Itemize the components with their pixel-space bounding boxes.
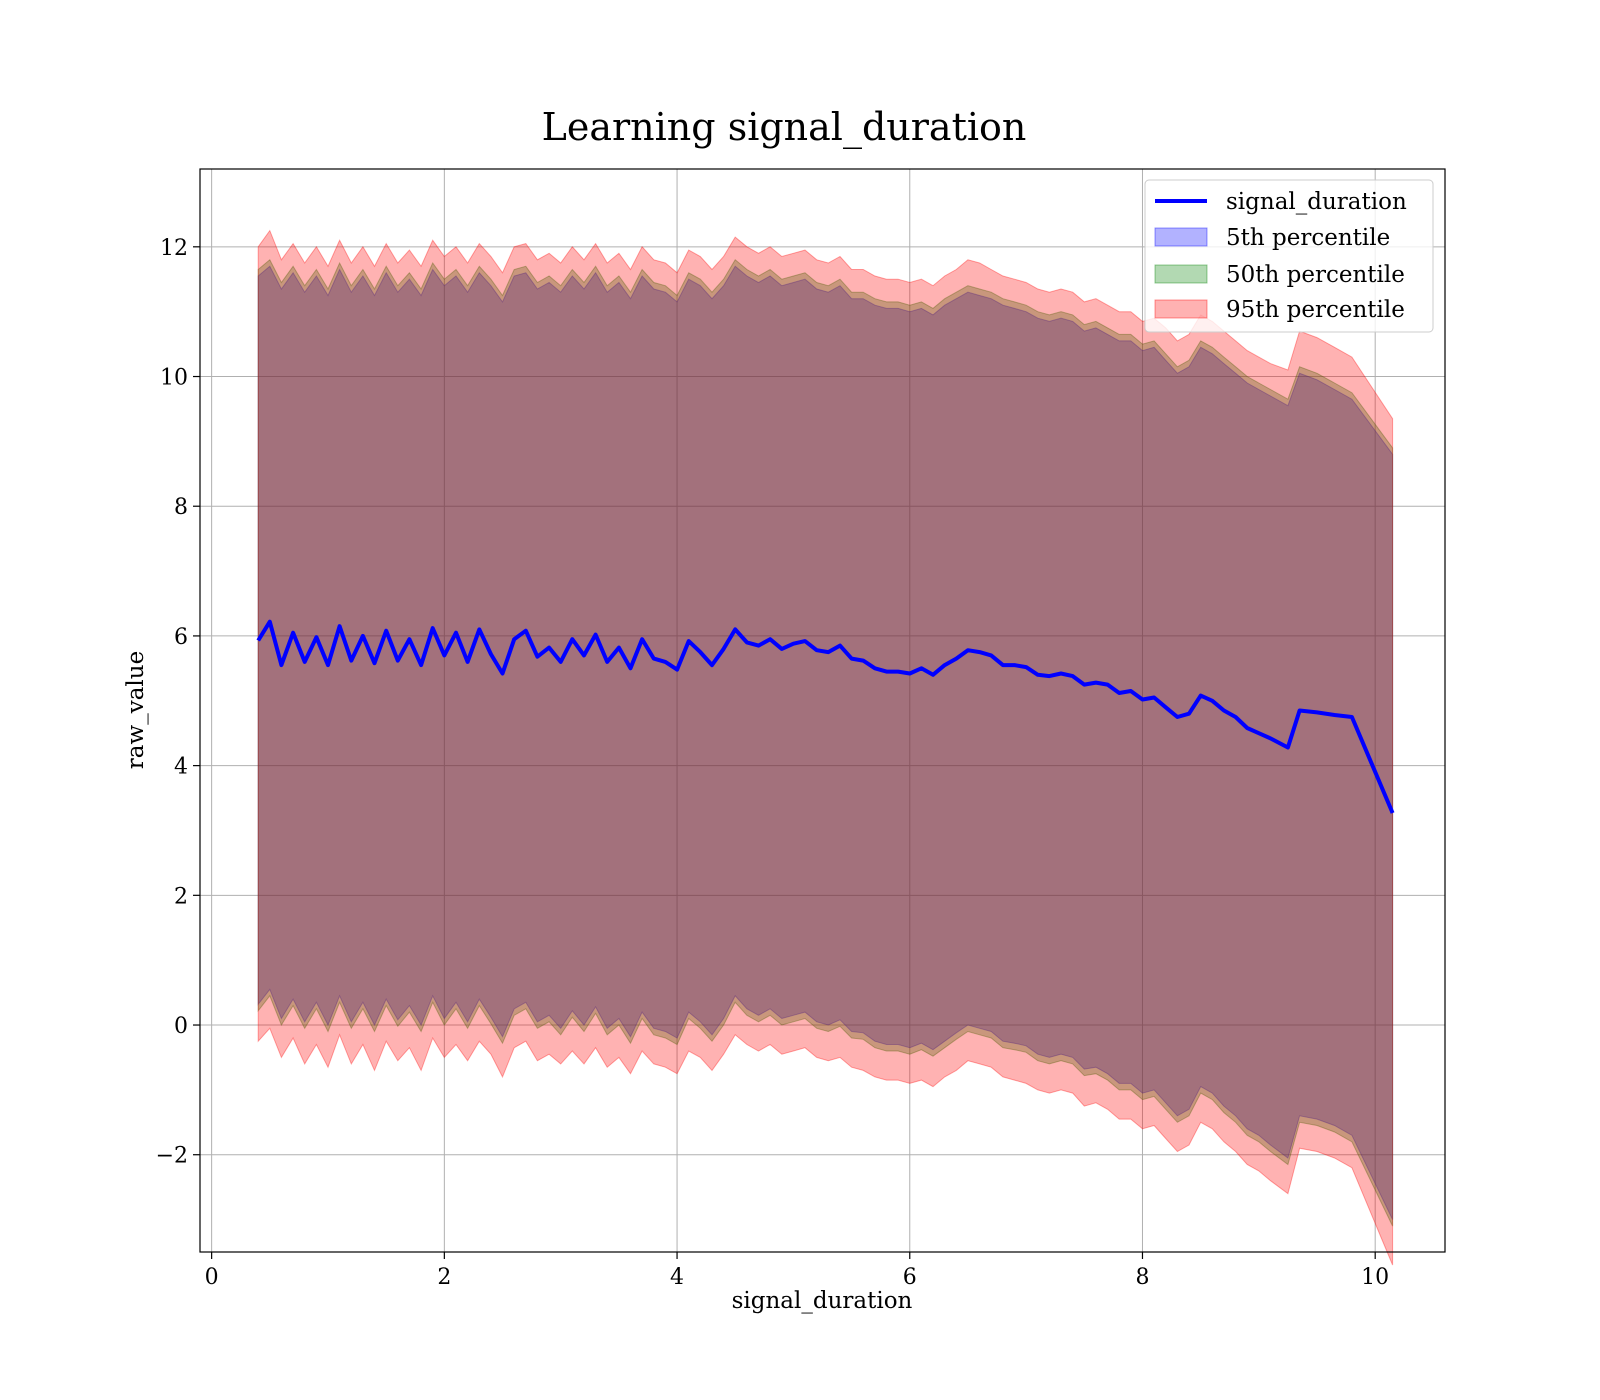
legend-label-95th-percentile: 95th percentile <box>1226 297 1405 323</box>
legend-swatch-95th-percentile <box>1154 299 1208 319</box>
y-tick-label-0: −2 <box>156 1144 188 1169</box>
series-line-layer <box>256 619 1395 814</box>
legend-label-50th-percentile: 50th percentile <box>1226 262 1405 288</box>
x-tick-label-0: 0 <box>205 1265 219 1290</box>
y-tick-label-5: 8 <box>174 495 188 520</box>
y-axis-label: raw_value <box>123 651 149 769</box>
x-axis-ticks: 0 2 4 6 8 10 <box>205 1252 1389 1290</box>
y-tick-label-7: 12 <box>160 236 188 261</box>
y-tick-label-4: 6 <box>174 625 188 650</box>
x-tick-label-5: 10 <box>1361 1265 1389 1290</box>
plot-frame <box>199 168 1446 1253</box>
y-tick-label-3: 4 <box>174 755 188 780</box>
percentile-bands <box>257 229 1394 1266</box>
band-95th-percentile <box>257 229 1394 1266</box>
x-tick-label-4: 8 <box>1135 1265 1149 1290</box>
x-tick-label-3: 6 <box>903 1265 917 1290</box>
chart-title: Learning signal_duration <box>542 105 1027 150</box>
y-axis-ticks: −2 0 2 4 6 8 10 12 <box>156 236 200 1169</box>
legend-label-signal-duration: signal_duration <box>1226 189 1407 215</box>
x-axis-label: signal_duration <box>732 1288 913 1314</box>
x-tick-label-2: 4 <box>670 1265 684 1290</box>
legend-box <box>1144 179 1434 333</box>
legend-swatch-5th-percentile <box>1154 227 1208 247</box>
legend-swatch-50th-percentile <box>1154 264 1208 284</box>
y-tick-label-2: 2 <box>174 884 188 909</box>
y-tick-label-1: 0 <box>174 1014 188 1039</box>
x-tick-label-1: 2 <box>437 1265 451 1290</box>
band-50th-percentile <box>257 259 1394 1227</box>
line-signal-duration <box>256 619 1395 814</box>
y-tick-label-6: 10 <box>160 366 188 391</box>
band-5th-percentile <box>257 265 1394 1220</box>
legend: signal_duration 5th percentile 50th perc… <box>1144 179 1434 333</box>
legend-label-5th-percentile: 5th percentile <box>1226 225 1390 251</box>
